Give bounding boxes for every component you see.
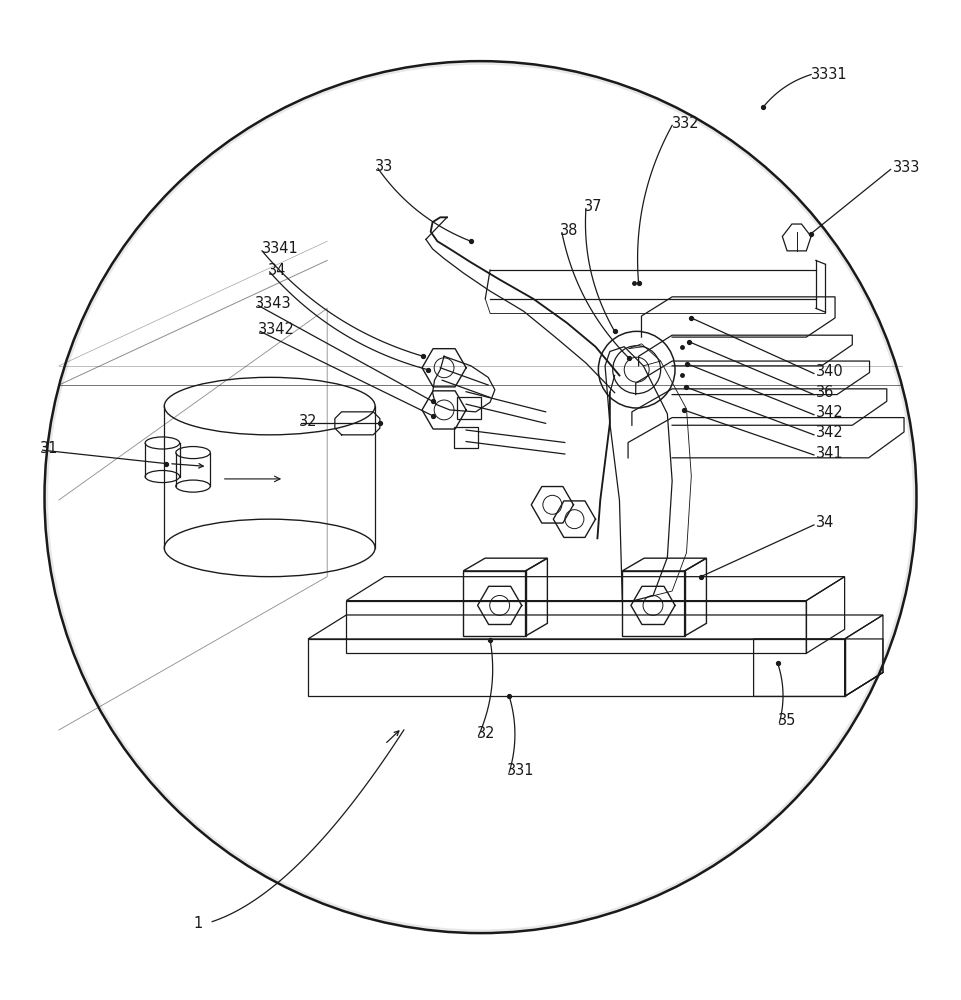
Text: 3331: 3331 — [811, 67, 848, 82]
Text: 3341: 3341 — [262, 241, 299, 256]
Text: 342: 342 — [816, 405, 844, 420]
Text: 342: 342 — [816, 425, 844, 440]
Text: 331: 331 — [507, 763, 535, 778]
Text: 332: 332 — [672, 116, 700, 131]
Text: 32: 32 — [477, 726, 495, 741]
Text: 31: 31 — [39, 441, 58, 456]
Text: 37: 37 — [584, 199, 603, 214]
Text: 340: 340 — [816, 364, 844, 379]
Text: 32: 32 — [299, 414, 317, 429]
Text: 1: 1 — [193, 916, 202, 931]
Bar — [454, 427, 478, 448]
Text: 341: 341 — [816, 446, 844, 461]
Circle shape — [44, 61, 917, 933]
Text: 34: 34 — [816, 515, 834, 530]
Text: 35: 35 — [777, 713, 796, 728]
Text: 36: 36 — [816, 385, 834, 400]
Text: 3342: 3342 — [259, 322, 295, 337]
Text: 3343: 3343 — [256, 296, 292, 311]
Bar — [456, 397, 480, 419]
Text: 333: 333 — [893, 160, 920, 175]
Text: 34: 34 — [268, 263, 286, 278]
Circle shape — [49, 65, 912, 929]
Text: 33: 33 — [375, 159, 393, 174]
Text: 38: 38 — [560, 223, 579, 238]
